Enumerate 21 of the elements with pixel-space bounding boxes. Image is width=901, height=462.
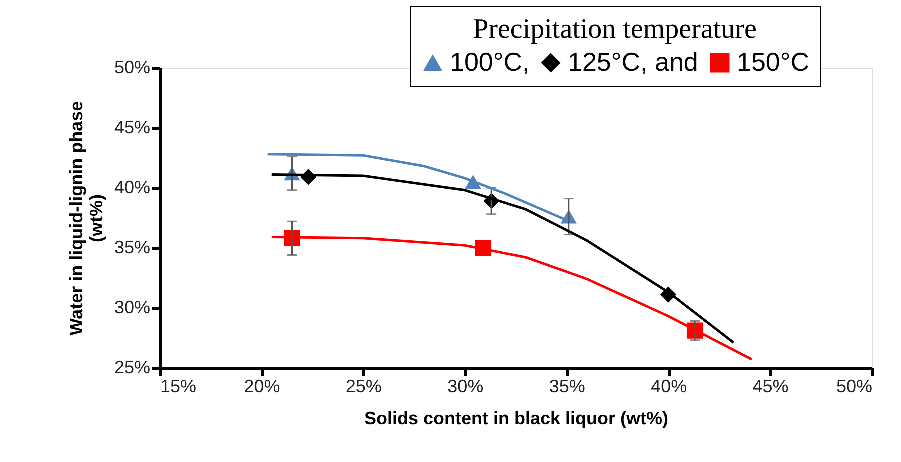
x-tick-label: 15% [160,376,197,396]
x-tick-label: 40% [651,376,688,396]
x-tick-label: 25% [346,376,382,396]
y-axis-title: Water in liquid-lignin phase (wt%) [66,101,106,336]
x-tick-label: 45% [752,376,789,396]
y-tick-label: 30% [114,298,150,318]
legend-label: 100°C, [450,47,530,77]
legend-title: Precipitation temperature [473,14,757,45]
x-axis-title: Solids content in black liquor (wt%) [364,408,669,428]
line-series [270,174,735,344]
x-tick-label: 35% [549,376,586,396]
x-tick-label: 30% [448,376,484,396]
y-tick-label: 45% [114,118,150,138]
legend-label: 125°C, and [568,47,698,77]
x-tick-label: 50% [836,376,872,396]
legend-label: 150°C [737,47,810,77]
y-tick-label: 50% [114,58,150,78]
y-tick-label: 35% [114,238,150,258]
y-tick-label: 25% [114,358,150,378]
x-tick-label: 20% [244,376,280,396]
y-tick-label: 40% [114,178,150,198]
